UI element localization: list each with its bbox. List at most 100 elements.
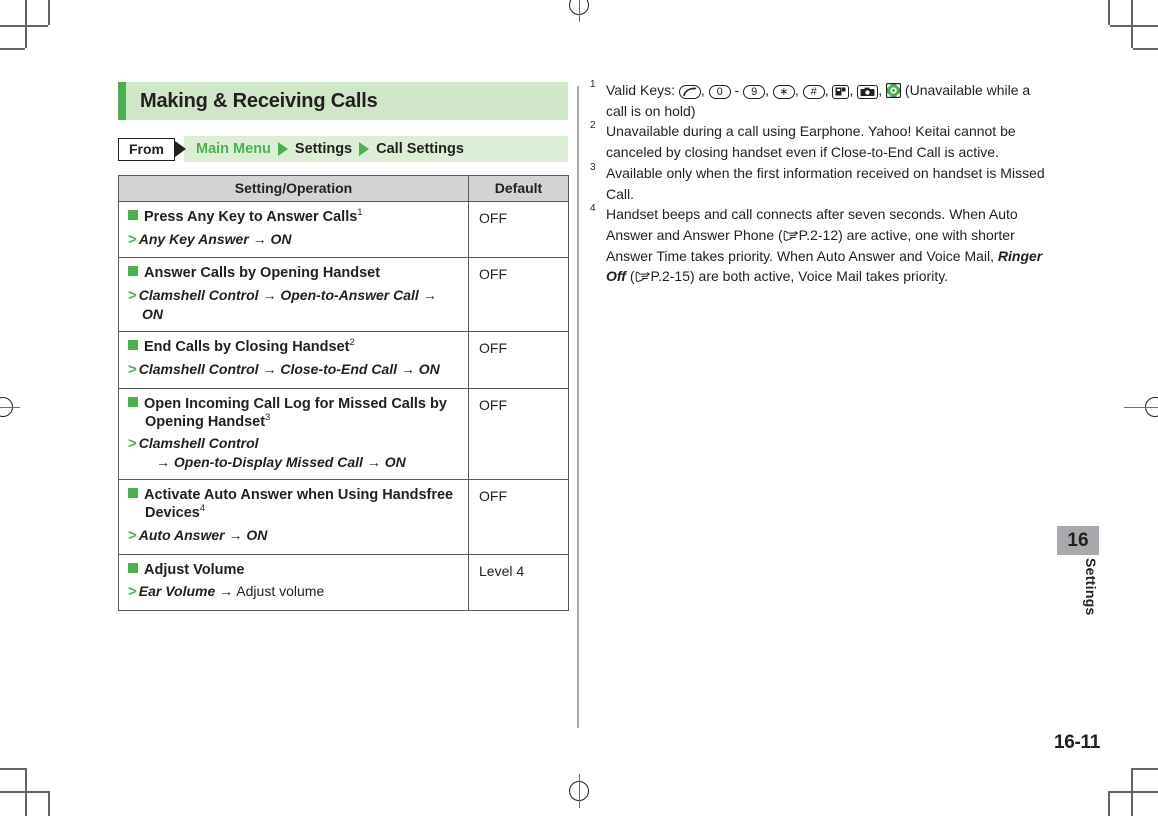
footnote-text: ) are both active, Voice Mail takes prio… (689, 268, 949, 285)
column-header-default: Default (468, 175, 569, 202)
setting-title: Press Any Key to Answer Calls1 (128, 208, 460, 227)
setting-title: Adjust Volume (128, 562, 460, 580)
table-row: End Calls by Closing Handset2 > Clamshell … (118, 331, 569, 389)
footnote-marker: 4 (199, 503, 206, 515)
step-arrow-icon: → (258, 287, 281, 304)
step-plain-text: Adjust volume (236, 583, 325, 600)
setting-operation-step: > Auto Answer → ON (128, 527, 460, 546)
setting-operation-step: > Ear Volume → Adjust volume (128, 583, 460, 602)
table-body: Press Any Key to Answer Calls1 > Any Key A… (118, 200, 569, 612)
breadcrumb-from-label: From (118, 137, 175, 161)
footnote-text: - (730, 82, 744, 98)
gutter-rule (577, 86, 579, 728)
step-menu-value: ON (246, 526, 268, 543)
step-menu-name: Auto Answer (138, 526, 225, 543)
crop-mark-tl-v2 (48, 0, 50, 25)
cell-default-value: Level 4 (468, 553, 569, 612)
crop-mark-tr-v2 (1108, 0, 1110, 25)
column-header-setting-operation: Setting/Operation (118, 175, 469, 202)
bullet-square-icon (128, 396, 138, 407)
footnote-item: 1 Valid Keys: , 0 - 9, ∗, #, , , (Unavail… (590, 79, 1050, 121)
bullet-square-icon (128, 562, 138, 573)
bullet-square-icon (128, 266, 138, 277)
bullet-square-icon (128, 210, 138, 220)
chapter-number-tab: 16 (1057, 526, 1099, 555)
table-header-row: Setting/Operation Default (118, 175, 569, 202)
footnote-text: , (794, 82, 803, 98)
step-marker-icon: > (128, 435, 137, 453)
footnote-page-ref: P.2-15 (650, 268, 690, 285)
crop-mark-br-h (1110, 791, 1158, 793)
breadcrumb-item-main-menu[interactable]: Main Menu (196, 141, 271, 157)
setting-title: Answer Calls by Opening Handset (128, 265, 460, 283)
chevron-right-icon (359, 142, 370, 156)
step-menu-name: Clamshell Control (138, 361, 259, 378)
footnote-text: ( (625, 268, 635, 285)
step-marker-icon: > (128, 361, 137, 379)
step-marker-icon: > (128, 526, 137, 544)
setting-operation-step: > Clamshell Control → Open-to-Answer Call… (128, 287, 460, 323)
crop-mark-tr-h2 (1133, 48, 1158, 50)
crop-mark-tr-v (1131, 0, 1133, 48)
footnote-marker: 3 (265, 411, 271, 423)
default-value: Level 4 (479, 562, 525, 579)
crop-mark-bl-h (0, 791, 48, 793)
footnote-item: 3 Available only when the first informati… (590, 161, 1050, 204)
step-arrow-icon: → (248, 230, 271, 247)
footnote-text: Handset beeps and call connects after se… (606, 206, 1018, 244)
cell-setting-operation: Press Any Key to Answer Calls1 > Any Key A… (118, 200, 469, 259)
asterisk-key-icon: ∗ (772, 85, 795, 99)
setting-title: End Calls by Closing Handset2 (128, 337, 460, 357)
default-value: OFF (479, 266, 507, 283)
crop-mark-tr-h (1110, 25, 1158, 27)
cell-default-value: OFF (468, 387, 569, 481)
left-column: Making & Receiving Calls From Main Menu … (118, 82, 569, 612)
table-row: Activate Auto Answer when Using Handsfre… (118, 479, 569, 555)
call-key-icon (683, 87, 697, 97)
registration-mark-bottom (566, 774, 592, 808)
registration-mark-top (566, 0, 592, 22)
footnote-marker: 2 (349, 337, 355, 349)
step-menu-name: Clamshell Control (138, 287, 259, 304)
section-title-band: Making & Receiving Calls (118, 82, 568, 120)
camera-key-icon (860, 87, 875, 96)
default-value: OFF (479, 340, 507, 357)
default-value: OFF (479, 396, 507, 413)
footnote-emphasis: Ringer Off (606, 247, 1043, 285)
footnote-text: , (765, 82, 773, 98)
footnote-number: 3 (590, 161, 596, 173)
setting-operation-step: > Clamshell Control (128, 435, 460, 454)
footnote-text: (Unavailable while a call is on hold) (606, 82, 1031, 119)
mail-key-icon (832, 85, 850, 99)
step-marker-icon: > (128, 230, 137, 248)
breadcrumb-path: Main Menu Settings Call Settings (184, 136, 568, 162)
setting-operation-step: > Clamshell Control → Close-to-End Call →… (128, 361, 460, 380)
right-column: 1 Valid Keys: , 0 - 9, ∗, #, , , (Unavail… (590, 79, 1050, 287)
registration-mark-right (1124, 394, 1158, 420)
digit-key-icon: 9 (743, 85, 766, 99)
step-arrow-icon: → (224, 526, 247, 543)
settings-table: Setting/Operation Default Press Any Key … (118, 175, 569, 612)
footnote-item: 2 Unavailable during a call using Earphon… (590, 120, 1050, 162)
cell-default-value: OFF (468, 479, 569, 555)
page-reference-icon (783, 230, 799, 241)
crop-mark-bl-v2 (48, 791, 50, 816)
footnote-text: , (824, 82, 833, 98)
default-value: OFF (479, 210, 507, 226)
breadcrumb: From Main Menu Settings Call Settings (118, 136, 568, 162)
default-value: OFF (479, 488, 507, 505)
breadcrumb-item-settings[interactable]: Settings (294, 141, 353, 157)
step-menu-value: Close-to-End Call → ON (280, 361, 440, 378)
page-title: Making & Receiving Calls (140, 89, 378, 112)
crop-mark-tl-v (25, 0, 27, 48)
footnote-text: Unavailable during a call using Earphone… (606, 123, 1016, 161)
breadcrumb-item-call-settings[interactable]: Call Settings (376, 141, 464, 157)
navigation-key-icon (886, 83, 902, 98)
setting-title: Activate Auto Answer when Using Handsfre… (128, 487, 460, 522)
footnote-list: 1 Valid Keys: , 0 - 9, ∗, #, , , (Unavail… (590, 79, 1050, 287)
page-folio: 16-11 (1053, 732, 1100, 753)
cell-default-value: OFF (468, 200, 569, 259)
title-accent-bar (118, 82, 126, 120)
call-key-icon (678, 85, 701, 99)
